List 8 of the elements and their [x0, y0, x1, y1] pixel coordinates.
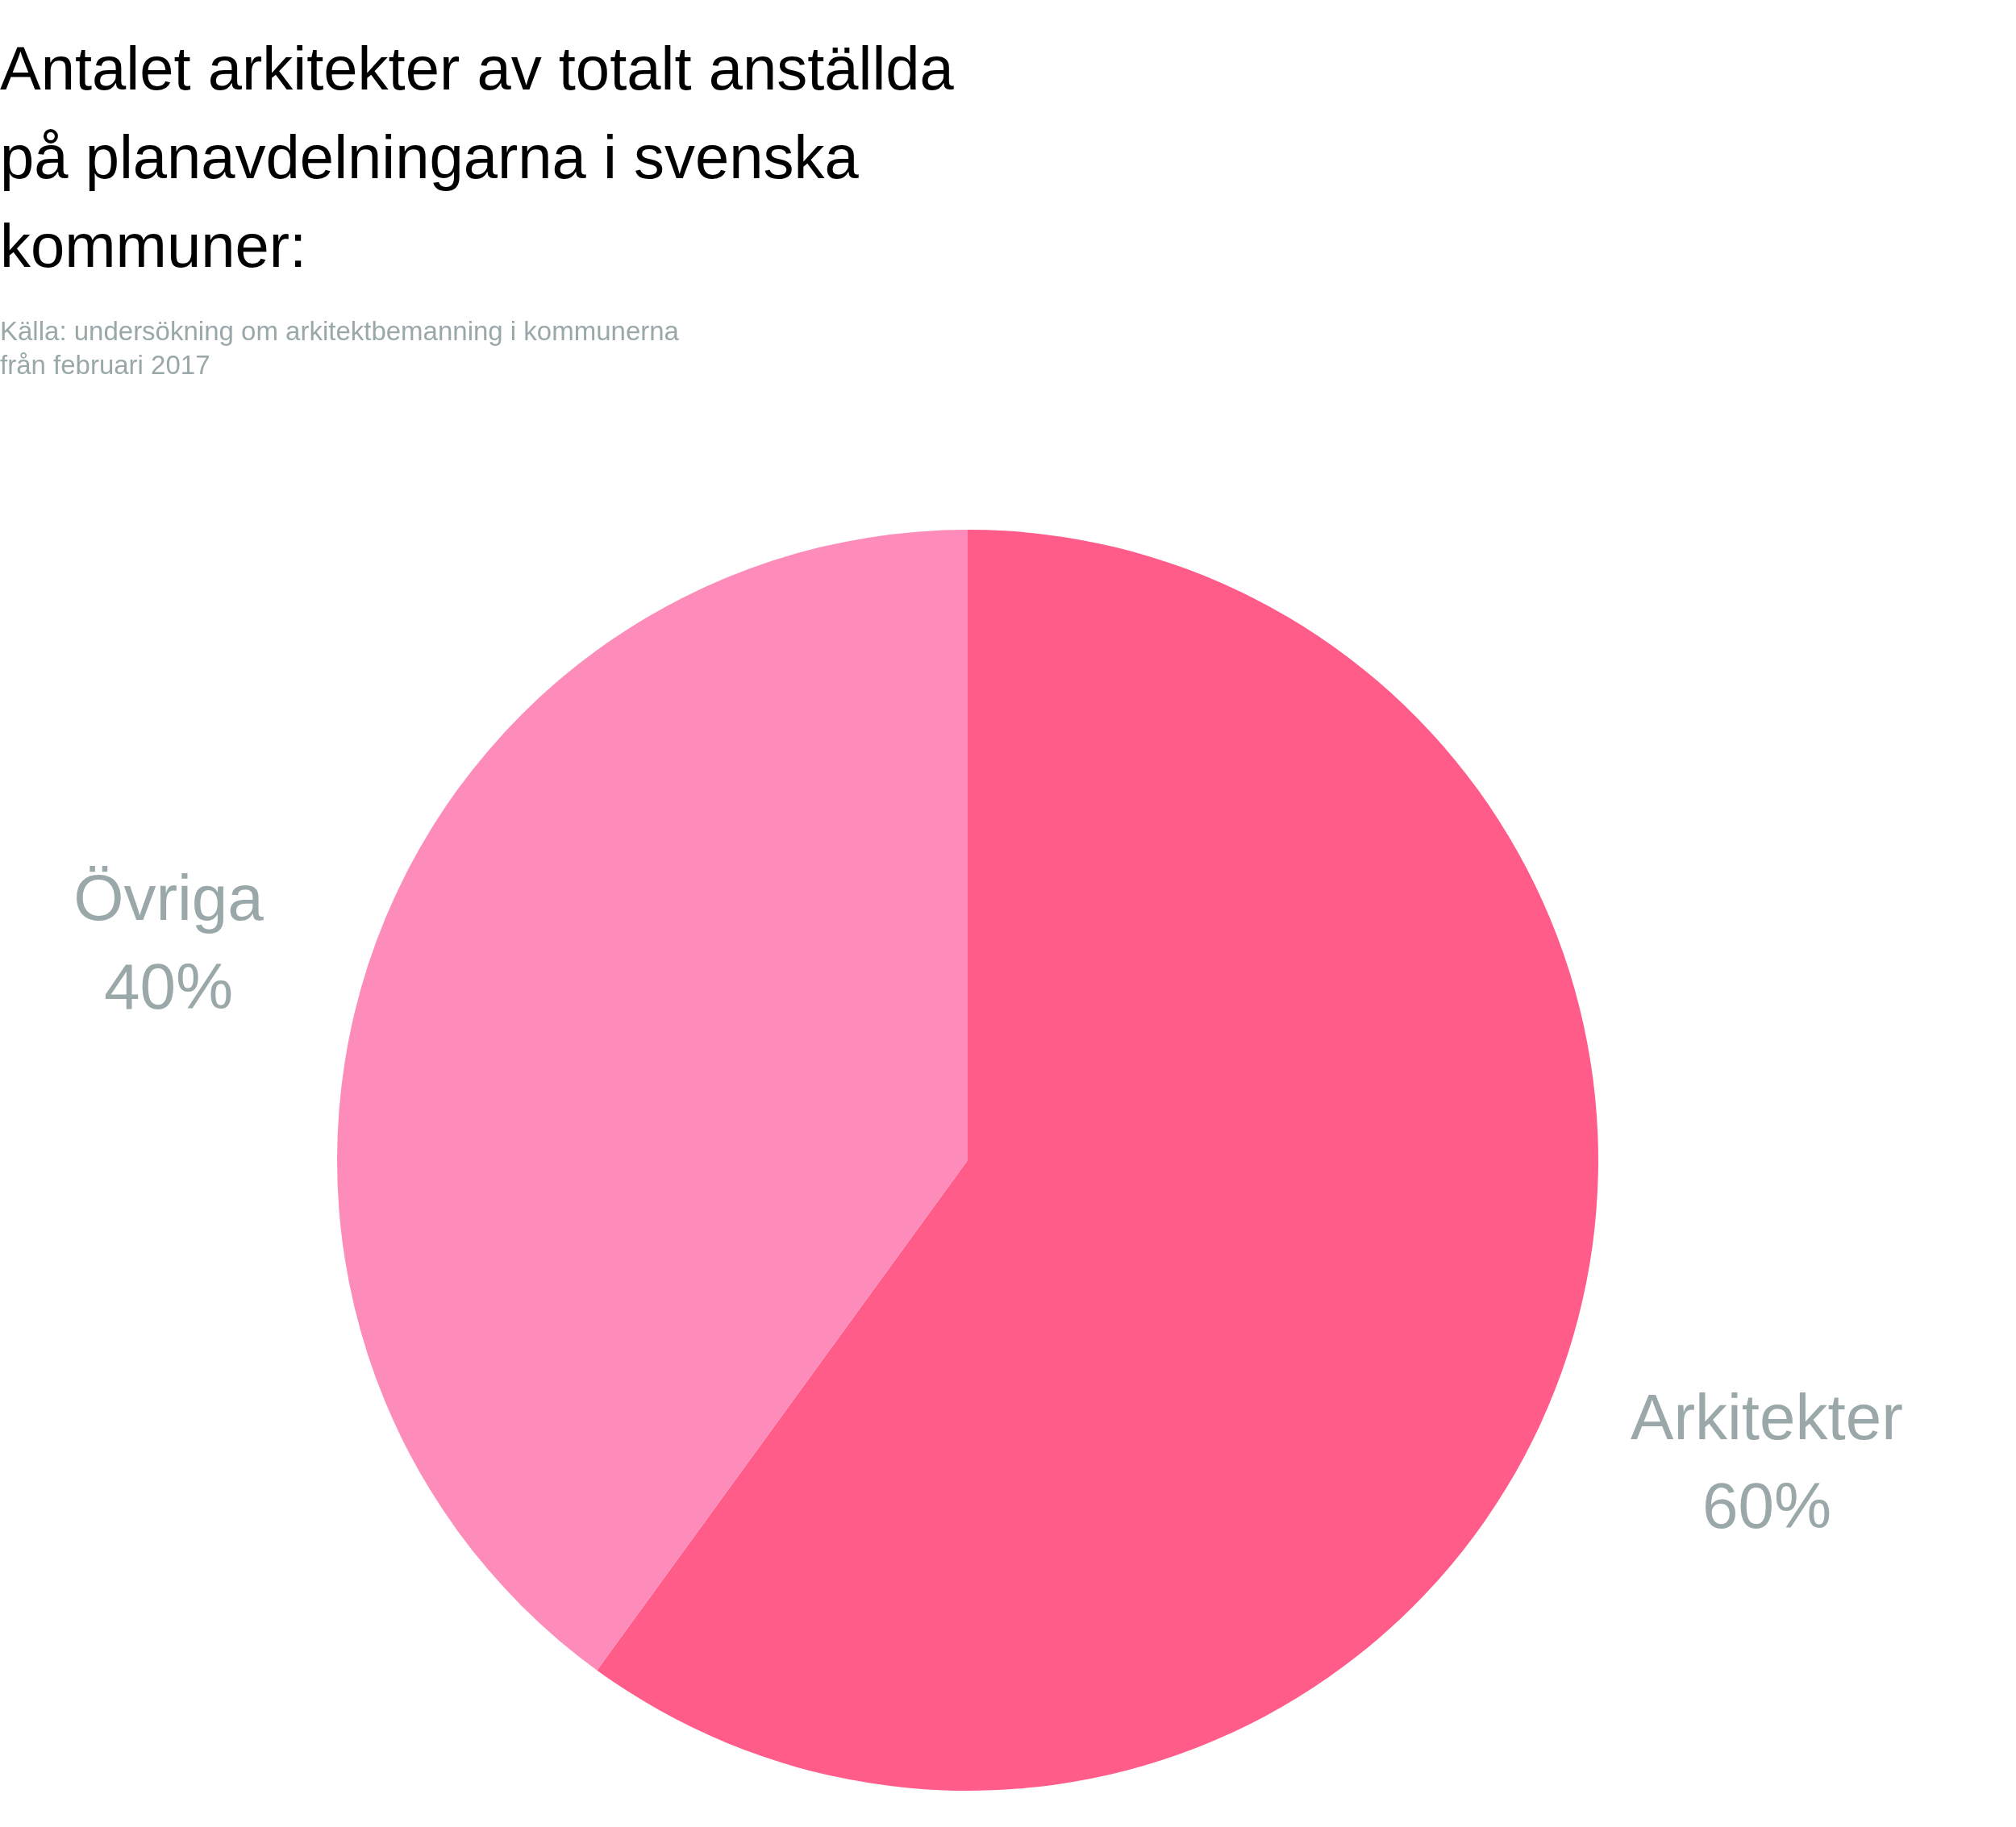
- slice-label: Övriga: [73, 862, 264, 934]
- slice-label: Arkitekter: [1631, 1381, 1903, 1453]
- text: Källa: undersökning om arkitektbemanning i kommunerna från februari 2017: [0, 315, 680, 381]
- data-label: 60%: [1702, 1470, 1832, 1542]
- pie-slice: [597, 530, 1598, 1791]
- data-label: 40%: [103, 951, 234, 1022]
- chart-title: Antalet arkitekter av totalt anställda på planavdelningarna i svenska kommuner:: [0, 33, 955, 281]
- pie-slice: [338, 530, 968, 1671]
